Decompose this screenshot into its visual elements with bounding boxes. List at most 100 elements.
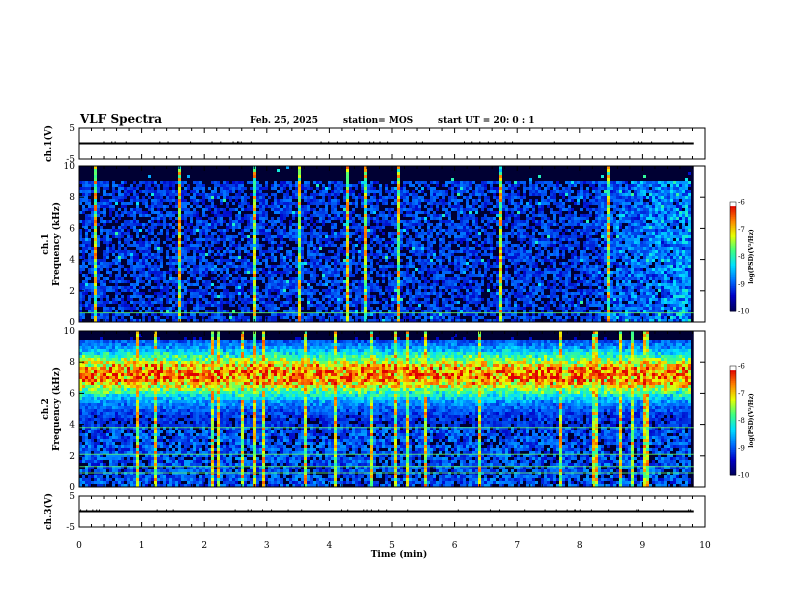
- spectrogram-cell: [244, 244, 247, 247]
- spectrogram-cell: [238, 190, 241, 193]
- spectrogram-cell: [466, 265, 469, 268]
- spectrogram-cell: [454, 256, 457, 259]
- spectrogram-cell: [91, 226, 94, 229]
- spectrogram-cell: [346, 232, 349, 235]
- spectrogram-cell: [451, 193, 454, 196]
- spectrogram-cell: [145, 253, 148, 256]
- spectrogram-cell: [82, 181, 85, 184]
- spectrogram-cell: [499, 304, 502, 307]
- spectrogram-cell: [511, 256, 514, 259]
- spectrogram-cell: [214, 181, 217, 184]
- spectrogram-cell: [361, 181, 364, 184]
- spectrogram-cell: [130, 283, 133, 286]
- spectrogram-cell: [184, 286, 187, 289]
- spectrogram-cell: [202, 289, 205, 292]
- spectrogram-cell: [112, 217, 115, 220]
- spectrogram-cell: [139, 244, 142, 247]
- spectrogram-cell: [454, 238, 457, 241]
- spectrogram-cell: [466, 253, 469, 256]
- spectrogram-cell: [403, 214, 406, 217]
- spectrogram-cell: [490, 250, 493, 253]
- spectrogram-cell: [475, 259, 478, 262]
- spectrogram-cell: [211, 181, 214, 184]
- spectrogram-cell: [166, 193, 169, 196]
- spectrogram-cell: [388, 271, 391, 274]
- spectrogram-cell: [466, 184, 469, 187]
- spectrogram-cell: [181, 253, 184, 256]
- spectrogram-cell: [97, 208, 100, 211]
- spectrogram-cell: [262, 205, 265, 208]
- spectrogram-cell: [292, 289, 295, 292]
- spectrogram-cell: [211, 190, 214, 193]
- spectrogram-cell: [337, 286, 340, 289]
- spectrogram-cell: [487, 235, 490, 238]
- spectrogram-cell: [175, 190, 178, 193]
- spectrogram-cell: [280, 283, 283, 286]
- spectrogram-cell: [145, 277, 148, 280]
- spectrogram-cell: [316, 211, 319, 214]
- spectrogram-cell: [127, 298, 130, 301]
- spectrogram-cell: [424, 247, 427, 250]
- spectrogram-cell: [343, 199, 346, 202]
- spectrogram-cell: [178, 244, 181, 247]
- spectrogram-cell: [316, 232, 319, 235]
- spectrogram-cell: [508, 277, 511, 280]
- spectrogram-cell: [169, 301, 172, 304]
- spectrogram-cell: [229, 238, 232, 241]
- spectrogram-cell: [196, 283, 199, 286]
- spectrogram-cell: [109, 229, 112, 232]
- spectrogram-cell: [88, 205, 91, 208]
- spectrogram-cell: [439, 259, 442, 262]
- spectrogram-cell: [298, 292, 301, 295]
- spectrogram-cell: [406, 232, 409, 235]
- spectrogram-cell: [295, 226, 298, 229]
- spectrogram-cell: [175, 205, 178, 208]
- spectrogram-cell: [148, 220, 151, 223]
- spectrogram-cell: [196, 265, 199, 268]
- spectrogram-cell: [286, 298, 289, 301]
- spectrogram-cell: [412, 262, 415, 265]
- spectrogram-cell: [403, 208, 406, 211]
- spectrogram-cell: [259, 307, 262, 310]
- spectrogram-cell: [166, 199, 169, 202]
- spectrogram-cell: [214, 286, 217, 289]
- spectrogram-cell: [166, 307, 169, 310]
- spectrogram-cell: [304, 184, 307, 187]
- spectrogram-cell: [256, 289, 259, 292]
- spectrogram-cell: [226, 193, 229, 196]
- spectrogram-cell: [301, 220, 304, 223]
- spectrogram-cell: [343, 265, 346, 268]
- spectrogram-cell: [442, 313, 445, 316]
- spectrogram-cell: [88, 244, 91, 247]
- spectrogram-cell: [388, 208, 391, 211]
- spectrogram-cell: [205, 226, 208, 229]
- spectrogram-cell: [349, 235, 352, 238]
- spectrogram-cell: [169, 238, 172, 241]
- spectrogram-cell: [340, 247, 343, 250]
- spectrogram-cell: [292, 292, 295, 295]
- spectrogram-cell: [397, 190, 400, 193]
- spectrogram-cell: [415, 193, 418, 196]
- spectrogram-cell: [439, 214, 442, 217]
- spectrogram-cell: [493, 211, 496, 214]
- spectrogram-cell: [445, 307, 448, 310]
- spectrogram-cell: [172, 289, 175, 292]
- spectrogram-cell: [103, 259, 106, 262]
- spectrogram-cell: [298, 274, 301, 277]
- spectrogram-cell: [337, 211, 340, 214]
- spectrogram-cell: [91, 211, 94, 214]
- spectrogram-cell: [376, 241, 379, 244]
- spectrogram-cell: [487, 226, 490, 229]
- spectrogram-cell: [244, 259, 247, 262]
- spectrogram-cell: [259, 211, 262, 214]
- spectrogram-cell: [490, 211, 493, 214]
- spectrogram-cell: [481, 229, 484, 232]
- spectrogram-cell: [100, 199, 103, 202]
- spectrogram-cell: [427, 292, 430, 295]
- spectrogram-cell: [295, 259, 298, 262]
- spectrogram-cell: [490, 280, 493, 283]
- spectrogram-cell: [400, 211, 403, 214]
- spectrogram-cell: [442, 268, 445, 271]
- spectrogram-cell: [85, 220, 88, 223]
- spectrogram-cell: [175, 217, 178, 220]
